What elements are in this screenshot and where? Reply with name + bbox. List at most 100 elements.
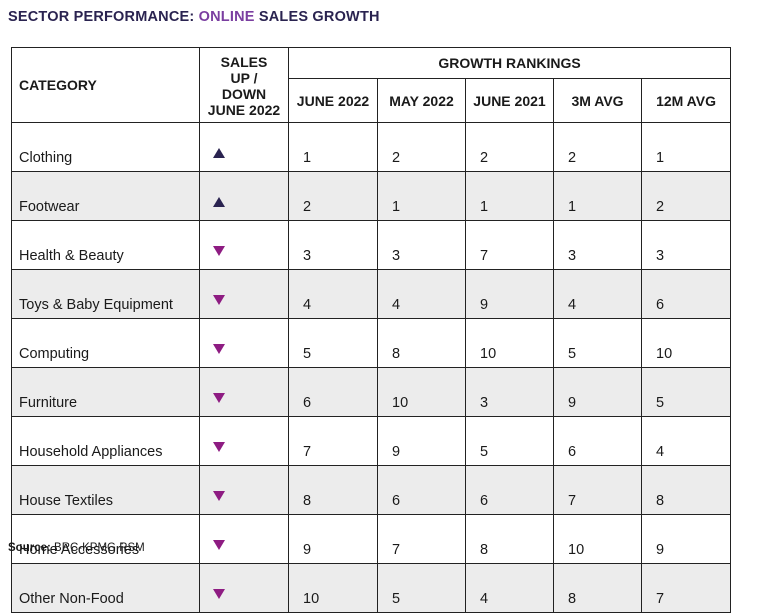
sales-direction-cell [199, 367, 289, 417]
rank-cell: 2 [465, 122, 554, 172]
rank-cell: 8 [640, 465, 732, 515]
rank-cell: 6 [288, 367, 378, 417]
triangle-up-icon [213, 197, 225, 207]
rank-cell: 7 [640, 563, 732, 613]
rank-cell: 10 [553, 514, 642, 564]
sales-direction-cell [199, 514, 289, 564]
rank-cell: 5 [377, 563, 466, 613]
rank-cell: 10 [377, 367, 466, 417]
table-row: Furniture 6 10 3 9 5 [11, 367, 732, 417]
table-row: Health & Beauty 3 3 7 3 3 [11, 220, 732, 270]
rank-cell: 9 [288, 514, 378, 564]
table-row: Household Appliances 7 9 5 6 4 [11, 416, 732, 466]
rank-cell: 7 [288, 416, 378, 466]
rank-cell: 9 [553, 367, 642, 417]
rank-cell: 3 [465, 367, 554, 417]
table-row: House Textiles 8 6 6 7 8 [11, 465, 732, 515]
source-text: BRC-KPMG RSM [50, 542, 145, 554]
header-june-2021: JUNE 2021 [465, 78, 554, 123]
rank-cell: 8 [465, 514, 554, 564]
header-growth-rankings: GROWTH RANKINGS [287, 47, 732, 79]
rank-cell: 6 [465, 465, 554, 515]
table-row: Home Accessories 9 7 8 10 9 [11, 514, 732, 564]
source-label: Source: [8, 542, 51, 554]
category-cell: Health & Beauty [11, 220, 200, 270]
triangle-down-icon [213, 491, 225, 501]
header-may-2022: MAY 2022 [377, 78, 466, 123]
rank-cell: 1 [553, 171, 642, 221]
triangle-down-icon [213, 344, 225, 354]
title-part-3: SALES GROWTH [254, 9, 380, 25]
header-june-2022: JUNE 2022 [288, 78, 378, 123]
table-row: Clothing 1 2 2 2 1 [11, 122, 732, 172]
title-accent: ONLINE [198, 9, 255, 25]
rank-cell: 9 [640, 514, 732, 564]
rank-cell: 2 [553, 122, 642, 172]
header-12m-avg: 12M AVG [640, 78, 732, 123]
rank-cell: 1 [640, 122, 732, 172]
rank-cell: 5 [288, 318, 378, 368]
rank-cell: 1 [377, 171, 466, 221]
sales-direction-cell [199, 416, 289, 466]
triangle-up-icon [213, 148, 225, 158]
rank-cell: 8 [377, 318, 466, 368]
rank-cell: 7 [377, 514, 466, 564]
header-sales-up-down: SALES UP / DOWN JUNE 2022 [199, 47, 289, 123]
rank-cell: 5 [553, 318, 642, 368]
triangle-down-icon [213, 442, 225, 452]
rank-cell: 10 [465, 318, 554, 368]
category-cell: Computing [11, 318, 200, 368]
triangle-down-icon [213, 589, 225, 599]
rank-cell: 4 [288, 269, 378, 319]
table-row: Toys & Baby Equipment 4 4 9 4 6 [11, 269, 732, 319]
rank-cell: 1 [465, 171, 554, 221]
rank-cell: 7 [553, 465, 642, 515]
category-cell: Other Non-Food [11, 563, 200, 613]
rank-cell: 9 [377, 416, 466, 466]
rank-cell: 3 [377, 220, 466, 270]
sector-performance-table: CATEGORY SALES UP / DOWN JUNE 2022 GROWT… [11, 47, 732, 613]
category-cell: House Textiles [11, 465, 200, 515]
rank-cell: 7 [465, 220, 554, 270]
page-title: SECTOR PERFORMANCE: ONLINE SALES GROWTH [8, 9, 380, 25]
rank-cell: 6 [553, 416, 642, 466]
rank-cell: 2 [377, 122, 466, 172]
rank-cell: 3 [640, 220, 732, 270]
triangle-down-icon [213, 246, 225, 256]
rank-cell: 4 [553, 269, 642, 319]
category-cell: Clothing [11, 122, 200, 172]
header-sales-line-1: SALES [220, 54, 268, 70]
sales-direction-cell [199, 465, 289, 515]
table-row: Other Non-Food 10 5 4 8 7 [11, 563, 732, 613]
sales-direction-cell [199, 220, 289, 270]
rank-cell: 2 [640, 171, 732, 221]
rank-cell: 1 [288, 122, 378, 172]
rank-cell: 4 [640, 416, 732, 466]
rank-cell: 3 [553, 220, 642, 270]
rank-cell: 5 [465, 416, 554, 466]
category-cell: Footwear [11, 171, 200, 221]
header-sales-line-4: JUNE 2022 [207, 102, 281, 118]
title-part-1: SECTOR PERFORMANCE: [8, 9, 199, 25]
rank-cell: 3 [288, 220, 378, 270]
rank-cell: 8 [288, 465, 378, 515]
rank-cell: 8 [553, 563, 642, 613]
table-row: Footwear 2 1 1 1 2 [11, 171, 732, 221]
rank-cell: 2 [288, 171, 378, 221]
triangle-down-icon [213, 393, 225, 403]
rank-cell: 4 [377, 269, 466, 319]
rank-cell: 4 [465, 563, 554, 613]
header-sales-line-3: DOWN [221, 86, 267, 102]
sales-direction-cell [199, 563, 289, 613]
header-category: CATEGORY [11, 47, 200, 123]
triangle-down-icon [213, 295, 225, 305]
rank-cell: 6 [377, 465, 466, 515]
rank-cell: 10 [640, 318, 732, 368]
sales-direction-cell [199, 318, 289, 368]
header-3m-avg: 3M AVG [553, 78, 642, 123]
table-row: Computing 5 8 10 5 10 [11, 318, 732, 368]
table-body: Clothing 1 2 2 2 1 Footwear 2 1 1 1 2 Health & Beaut… [11, 122, 732, 613]
rank-cell: 5 [640, 367, 732, 417]
sales-direction-cell [199, 269, 289, 319]
sales-direction-cell [199, 122, 289, 172]
